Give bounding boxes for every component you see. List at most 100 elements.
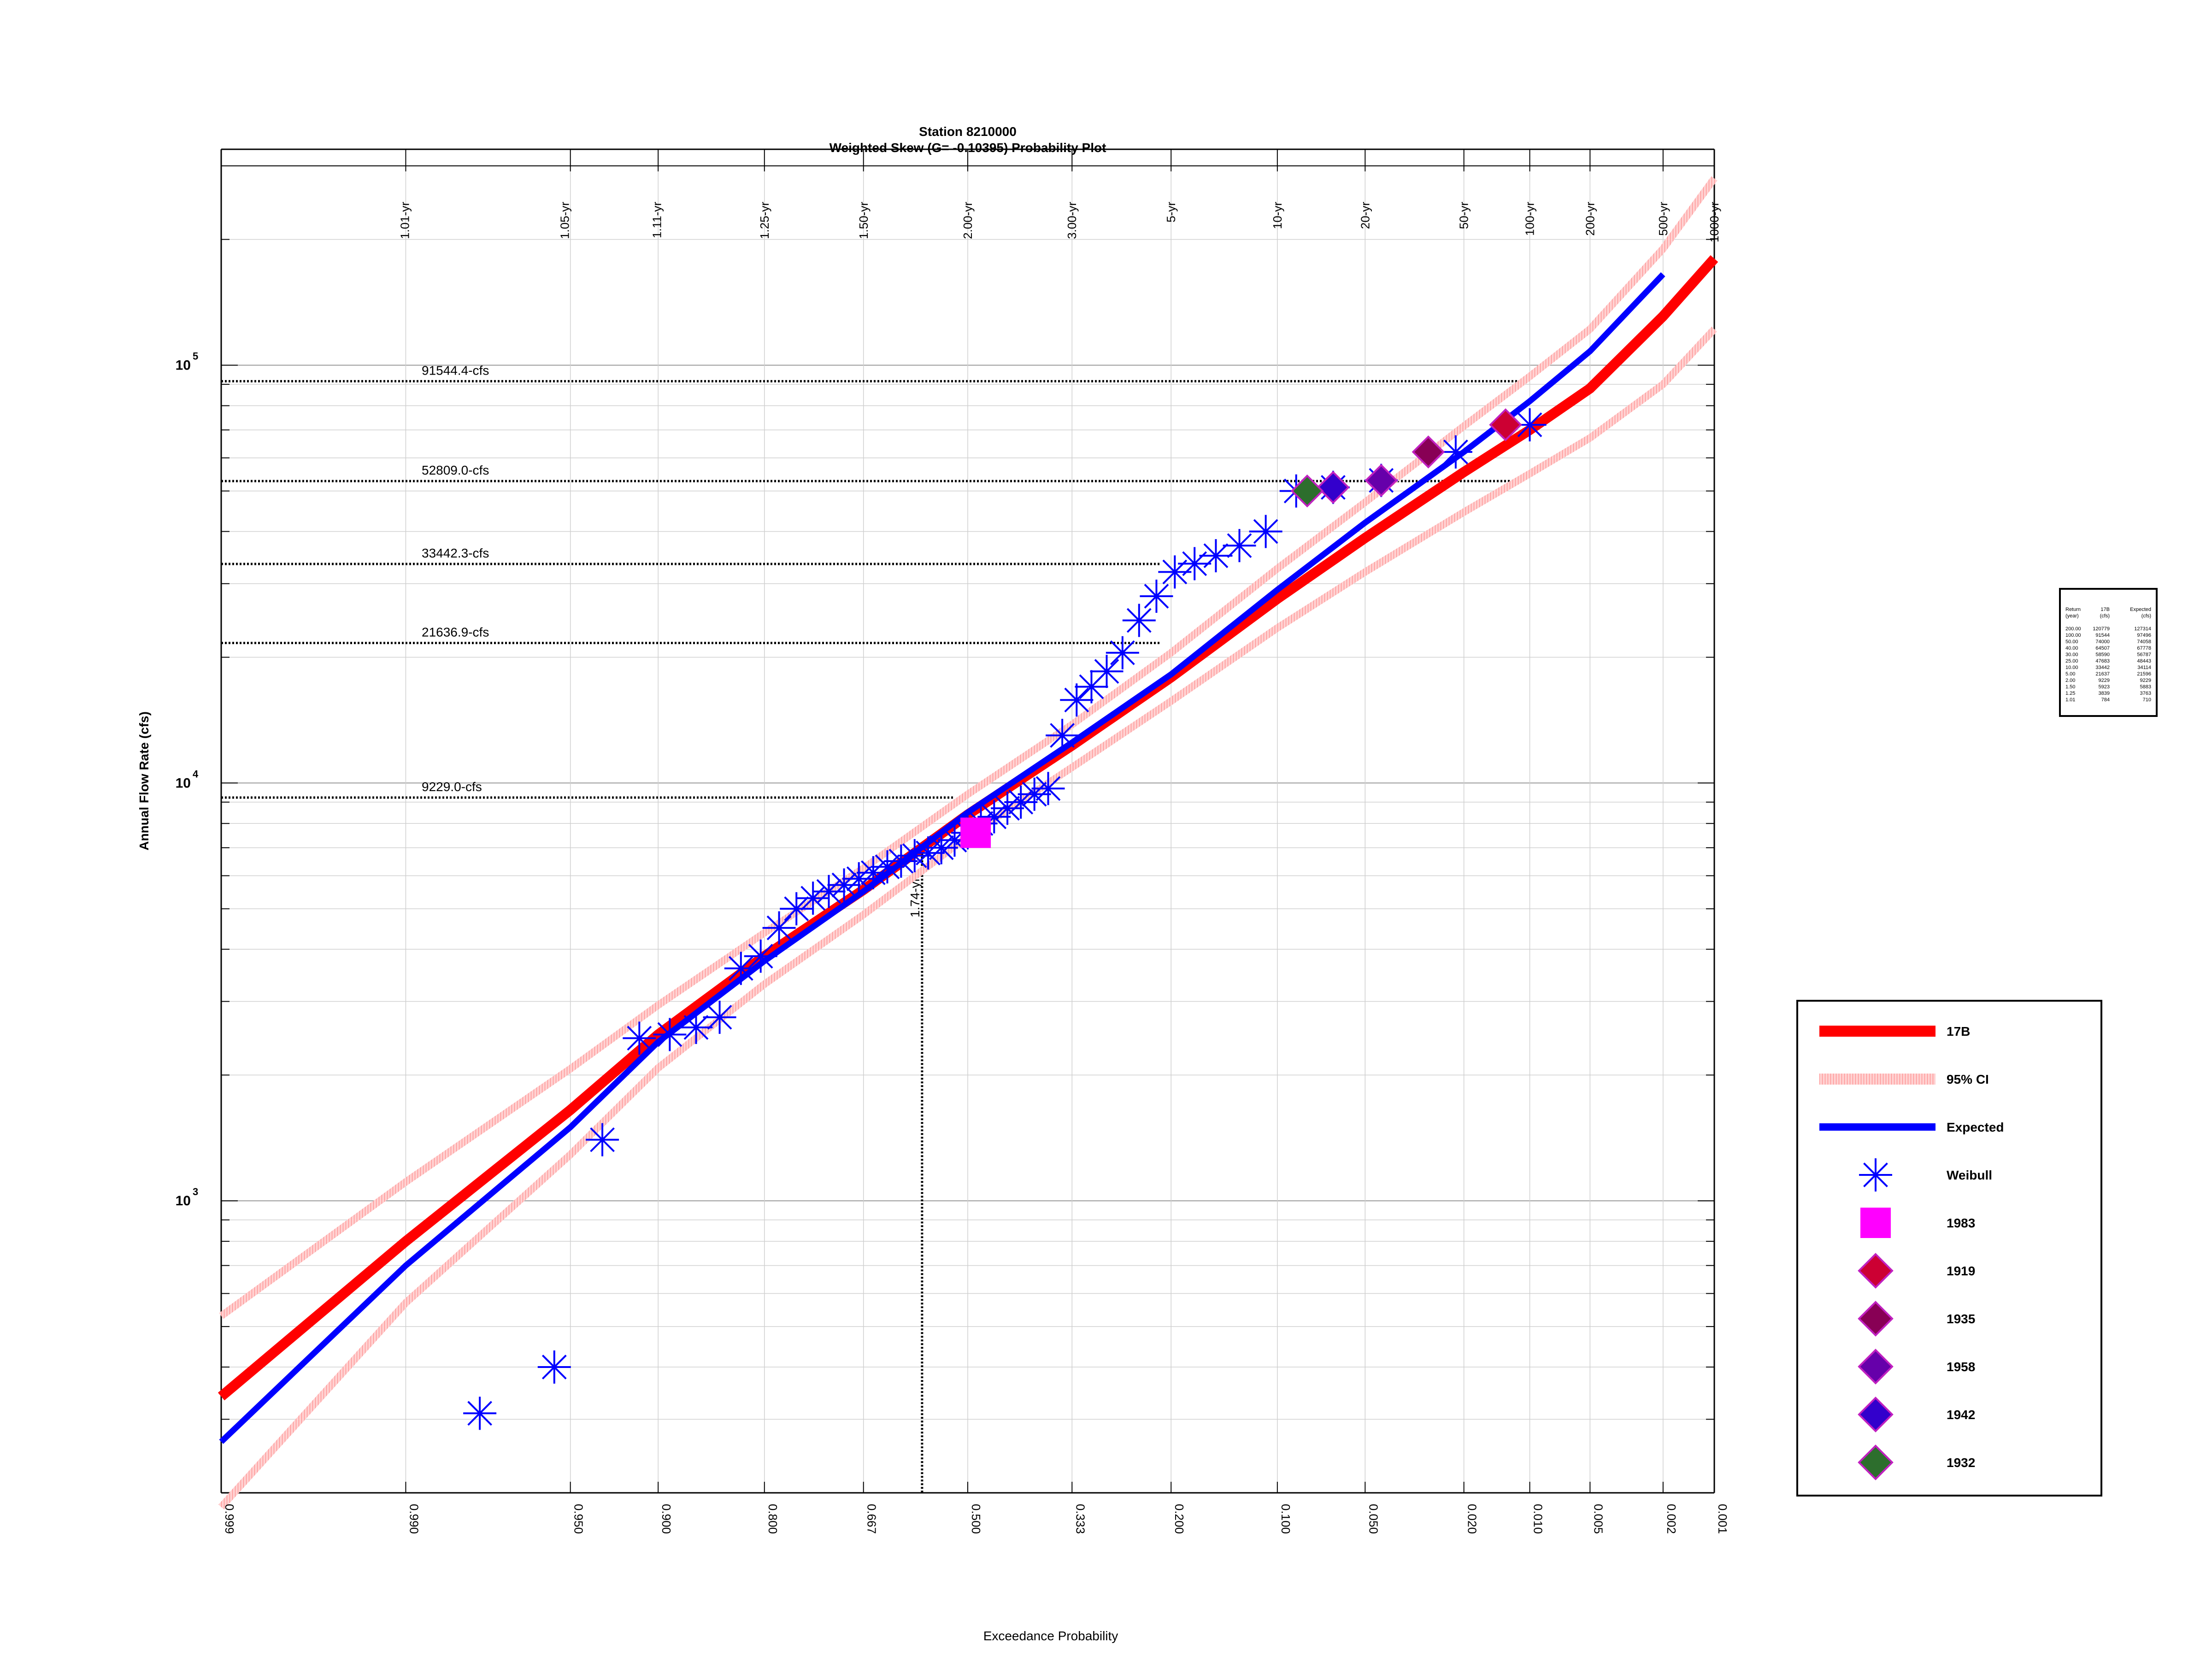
weibull-point — [1090, 655, 1124, 688]
asterisk-stroke — [875, 854, 900, 880]
asterisk-stroke — [1227, 533, 1252, 558]
summary-table-subheader: (cfs) — [2141, 613, 2151, 619]
labels-layer: 0.999 0.990 0.950 0.900 0.800 0.667 0.500 0.333… — [137, 124, 1730, 1643]
summary-table-cell: 30.00 — [2065, 652, 2078, 657]
weibull-point — [586, 1123, 619, 1156]
x-tick-label: 0.002 — [1665, 1504, 1678, 1534]
summary-table-cell: 64507 — [2095, 646, 2110, 651]
summary-table-header: 17B — [2100, 607, 2110, 612]
weibull-point — [703, 1000, 736, 1034]
summary-table-cell: 34114 — [2137, 665, 2151, 670]
legend-label: 1935 — [1947, 1312, 1975, 1326]
asterisk-stroke — [590, 1127, 615, 1152]
summary-table-cell: 9229 — [2099, 678, 2110, 683]
legend-item: Weibull — [1859, 1158, 1992, 1191]
axes-layer — [220, 148, 1715, 1494]
weibull-point — [1513, 408, 1547, 442]
legend-item: 95% CI — [1819, 1072, 1989, 1086]
summary-table-cell: 100.00 — [2065, 633, 2081, 638]
legend-item: 1919 — [1858, 1253, 1975, 1289]
asterisk-stroke — [707, 1004, 732, 1030]
summary-table-cell: 40.00 — [2065, 646, 2078, 651]
weibull-point — [1178, 547, 1212, 581]
reference-lines-layer: 91544.4-cfs 52809.0-cfs 33442.3-cfs 21636.9… — [221, 363, 1521, 1493]
highlight-point-1983 — [960, 817, 991, 848]
summary-table-cell: 9229 — [2140, 678, 2151, 683]
asterisk-stroke — [784, 896, 809, 921]
legend-swatch-diamond — [1858, 1349, 1894, 1385]
weibull-point — [812, 875, 846, 908]
weibull-point — [1140, 579, 1173, 613]
asterisk-stroke — [995, 796, 1020, 821]
summary-table-cell: 33442 — [2095, 665, 2110, 670]
x-tick-label: 0.667 — [865, 1504, 879, 1534]
asterisk-stroke — [800, 886, 826, 911]
summary-table-header: Expected — [2130, 607, 2151, 612]
legend-label: 1983 — [1947, 1216, 1975, 1230]
summary-table-cell: 74000 — [2095, 639, 2110, 645]
summary-table-cell: 21637 — [2095, 671, 2110, 677]
asterisk-stroke — [1050, 723, 1075, 748]
summary-table-cell: 200.00 — [2065, 626, 2081, 632]
summary-table-cell: 67778 — [2137, 646, 2151, 651]
x-tick-label: 0.005 — [1591, 1504, 1605, 1534]
return-period-label: 100-yr — [1523, 202, 1537, 236]
highlight-point-1958 — [1365, 464, 1398, 497]
return-period-label: 1.25-yr — [758, 202, 771, 239]
summary-table-cell: 10.00 — [2065, 665, 2078, 670]
summary-table-cell: 56787 — [2137, 652, 2151, 657]
weibull-point — [463, 1397, 497, 1430]
legend: 17B 95% CI Expected Weibull 1983 1919 1935 1958… — [1796, 1000, 2102, 1497]
summary-table-cell: 5.00 — [2065, 671, 2075, 677]
return-period-label: 2.00-yr — [961, 202, 975, 239]
legend-swatch-diamond — [1858, 1397, 1894, 1432]
asterisk-stroke — [831, 872, 857, 898]
asterisk-stroke — [1110, 640, 1135, 665]
weibull-point — [1249, 515, 1282, 548]
return-period-label: 50-yr — [1457, 202, 1471, 229]
return-period-label: 10-yr — [1271, 202, 1284, 229]
weibull-point — [884, 845, 918, 878]
summary-table-cell: 710 — [2143, 697, 2151, 703]
asterisk-stroke — [1203, 543, 1229, 568]
weibull-point — [1060, 683, 1094, 717]
summary-table-cell: 50.00 — [2065, 639, 2078, 645]
summary-table-cell: 3839 — [2099, 691, 2110, 696]
asterisk-stroke — [766, 916, 792, 940]
asterisk-stroke — [683, 1015, 709, 1040]
summary-table-cell: 784 — [2101, 697, 2110, 703]
summary-table-cell: 91544 — [2095, 633, 2110, 638]
weibull-point — [780, 892, 813, 926]
summary-table-cell: 48443 — [2137, 658, 2151, 664]
summary-table-cell: 58590 — [2095, 652, 2110, 657]
asterisk-stroke — [728, 956, 753, 981]
grid-layer — [221, 165, 1715, 1493]
summary-table-cell: 5883 — [2140, 684, 2151, 690]
asterisk-stroke — [1126, 608, 1152, 633]
x-tick-label: 0.100 — [1279, 1504, 1293, 1534]
x-axis-label: Exceedance Probability — [983, 1629, 1118, 1643]
summary-table-subheader: (year) — [2065, 613, 2079, 619]
return-period-label: 1.01-yr — [398, 202, 412, 239]
return-period-label: 200-yr — [1583, 202, 1597, 236]
summary-table-cell: 1.50 — [2065, 684, 2075, 690]
chart-subtitle: Weighted Skew (G= -0.10395) Probability … — [830, 141, 1106, 155]
weibull-point — [1122, 604, 1156, 637]
legend-item: 1958 — [1858, 1349, 1975, 1385]
y-axis-label: Annual Flow Rate (cfs) — [137, 711, 151, 851]
x-tick-label: 0.950 — [572, 1504, 586, 1534]
legend-swatch-diamond — [1858, 1444, 1894, 1480]
asterisk-stroke — [1022, 781, 1047, 807]
summary-table-cell: 97496 — [2137, 633, 2151, 638]
y-tick-exponent: 5 — [193, 351, 198, 362]
summary-table-cell: 1.01 — [2065, 697, 2075, 703]
legend-label: Expected — [1947, 1120, 2004, 1134]
summary-table-cell: 120779 — [2093, 626, 2110, 632]
points-layer — [463, 408, 1547, 1430]
legend-item: 1932 — [1858, 1444, 1975, 1480]
highlight-point-1942 — [1317, 470, 1350, 504]
legend-swatch-diamond — [1858, 1301, 1894, 1337]
highlight-point-1919 — [1489, 408, 1522, 441]
summary-table-cell: 1.25 — [2065, 691, 2075, 696]
